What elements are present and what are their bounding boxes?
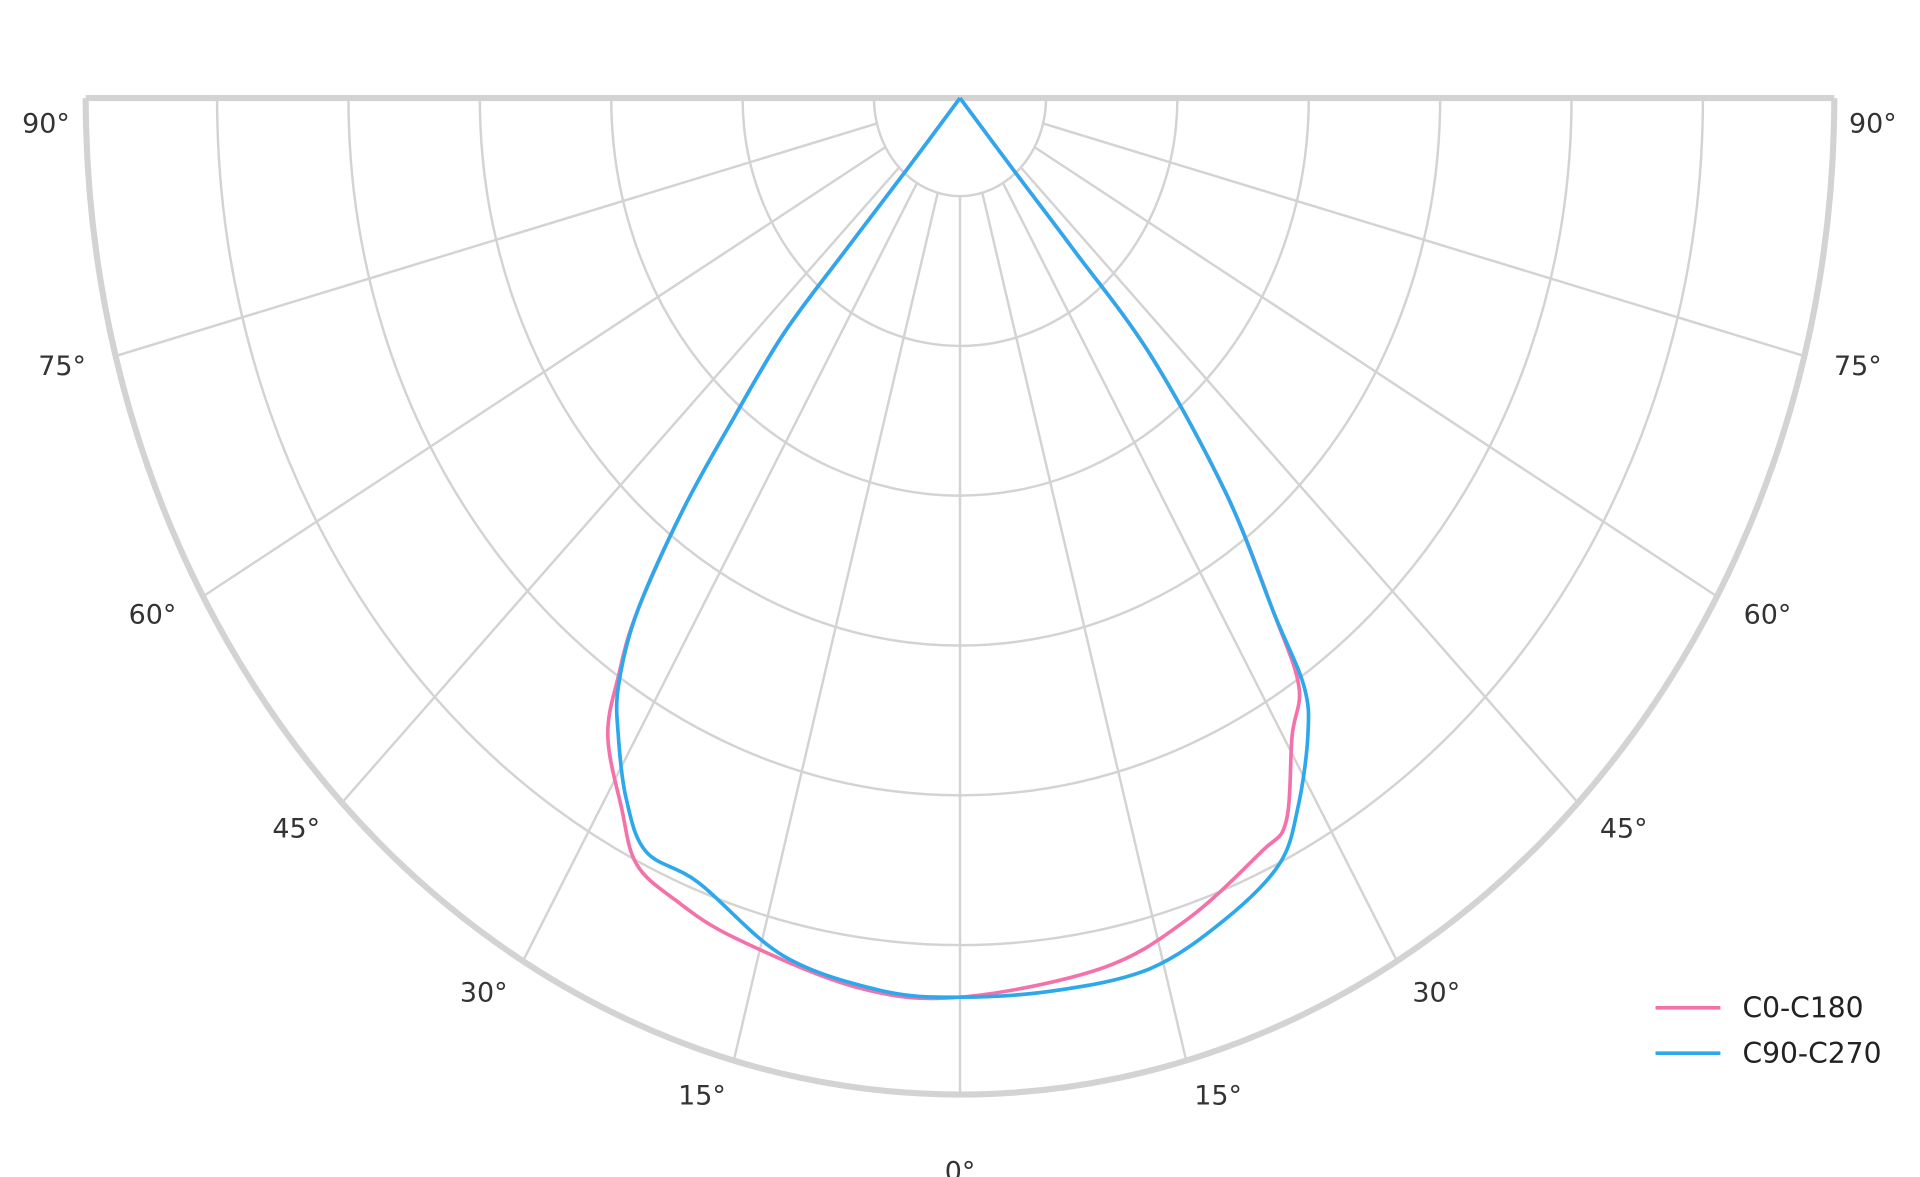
grid-spoke — [732, 192, 939, 1062]
angle-tick-label: 75° — [1834, 351, 1882, 382]
angle-tick-label: 0° — [945, 1157, 976, 1177]
grid-spoke — [202, 146, 887, 598]
legend-label: C0-C180 — [1742, 992, 1863, 1025]
legend: C0-C180 C90-C270 — [1655, 992, 1882, 1070]
grid-spoke — [1001, 182, 1399, 962]
angle-tick-label: 30° — [1412, 977, 1460, 1008]
angle-tick-label: 75° — [38, 351, 86, 382]
polar-grid — [82, 95, 1838, 1098]
angle-tick-label: 60° — [129, 600, 177, 631]
grid-spoke — [981, 192, 1188, 1062]
angle-tick-label: 60° — [1744, 600, 1792, 631]
grid-spoke — [521, 182, 919, 962]
grid-spoke — [1019, 166, 1580, 804]
series-curve-c0-c180 — [605, 96, 1302, 1001]
series-curve-c90-c270 — [614, 96, 1311, 1000]
angle-tick-labels: 0° 15° 15° 30° 30° 45° 45° 60° 60° 75° 75° 90° 90° — [22, 108, 1897, 1177]
angle-tick-label: 90° — [22, 108, 70, 139]
intensity-curves — [605, 96, 1311, 1001]
grid-spoke — [340, 166, 901, 804]
angle-tick-label: 45° — [1600, 813, 1648, 844]
legend-label: C90-C270 — [1742, 1037, 1881, 1070]
angle-tick-label: 90° — [1849, 108, 1897, 139]
angle-tick-label: 30° — [460, 977, 508, 1008]
grid-spoke — [115, 122, 878, 358]
grid-spoke — [1042, 122, 1805, 358]
grid-ring — [872, 98, 1048, 198]
angle-tick-label: 45° — [272, 813, 320, 844]
grid-spoke — [1033, 146, 1718, 598]
angle-tick-label: 15° — [1194, 1080, 1242, 1111]
angle-tick-label: 15° — [678, 1080, 726, 1111]
